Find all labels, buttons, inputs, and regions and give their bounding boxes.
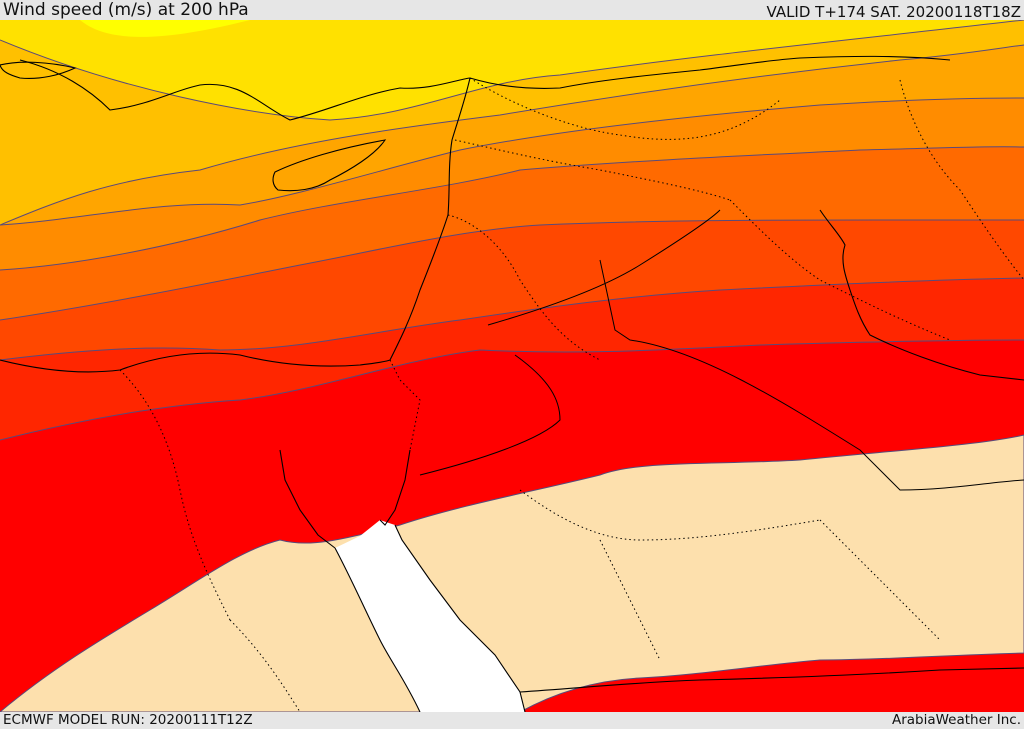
border-line <box>389 359 421 451</box>
red-sea <box>335 520 525 712</box>
border-line <box>487 209 721 326</box>
border-line <box>419 354 561 476</box>
coastline-egypt <box>0 352 391 373</box>
contour-line <box>0 219 1024 321</box>
map-title: Wind speed (m/s) at 200 hPa <box>3 0 249 20</box>
island-cyprus <box>272 139 387 192</box>
contour-line <box>0 146 1024 271</box>
border-line <box>599 539 661 661</box>
border-line <box>519 489 821 541</box>
border-line <box>599 259 1024 491</box>
footer-bar: ECMWF MODEL RUN: 20200111T12Z ArabiaWeat… <box>0 712 1024 729</box>
island-crete <box>0 61 77 79</box>
coastline-gulf-of-suez <box>279 449 336 549</box>
contour-line <box>0 20 1024 121</box>
wind-speed-map[interactable] <box>0 20 1024 712</box>
border-line <box>229 619 301 712</box>
contour-line <box>0 339 1024 441</box>
valid-time: VALID T+174 SAT. 20200118T18Z <box>766 3 1021 21</box>
model-run-label: ECMWF MODEL RUN: 20200111T12Z <box>3 712 253 728</box>
border-line <box>447 214 601 361</box>
coastline-red-sea-west <box>334 547 421 712</box>
credit-label: ArabiaWeather Inc. <box>891 712 1021 728</box>
border-line <box>899 79 1024 281</box>
coastline-anatolia <box>19 55 951 121</box>
coastline-persian-gulf <box>819 209 1024 381</box>
contour-line <box>0 277 1024 361</box>
header-bar: Wind speed (m/s) at 200 hPa VALID T+174 … <box>0 0 1024 20</box>
low-wind-region <box>0 434 1024 712</box>
border-line <box>819 519 941 641</box>
contour-line <box>0 44 1024 226</box>
border-line <box>119 369 231 621</box>
contour-line <box>0 97 1024 226</box>
coastline-arabian-sea <box>519 667 1024 693</box>
coastline-gulf-of-aqaba <box>379 449 411 526</box>
